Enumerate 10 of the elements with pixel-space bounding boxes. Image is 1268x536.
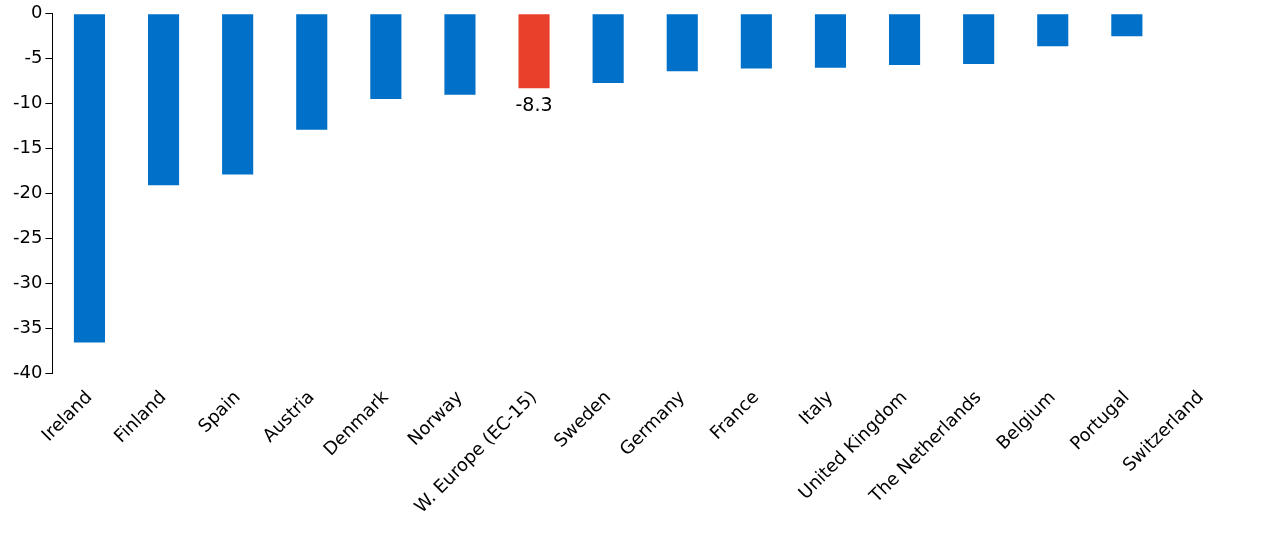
y-tick-label: -25 [12,226,43,248]
y-tick-label: -15 [12,136,43,158]
y-tick-label: -10 [12,91,43,113]
y-tick-label: 0 [30,1,43,23]
data-label: -8.3 [515,92,553,115]
y-tick-label: -35 [12,315,43,337]
y-tick-label: -20 [12,181,43,203]
y-tick-label: -5 [24,46,43,68]
y-tick-label: -30 [12,270,43,292]
y-tick-label: -40 [12,360,43,382]
